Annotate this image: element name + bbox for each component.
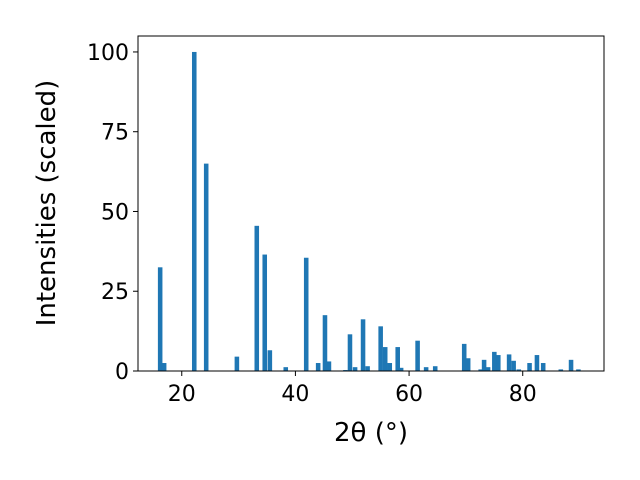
x-tick-label: 80 xyxy=(509,382,537,407)
x-tick-label: 20 xyxy=(168,382,196,407)
y-tick-label: 50 xyxy=(101,200,129,225)
bar xyxy=(315,363,321,371)
bar xyxy=(432,366,438,371)
bar xyxy=(157,267,163,371)
x-axis-label: 2θ (°) xyxy=(334,418,408,448)
bars-group xyxy=(157,51,581,371)
bar xyxy=(322,315,328,371)
bar xyxy=(415,340,420,371)
bar xyxy=(161,363,167,371)
bar xyxy=(506,354,512,371)
bar xyxy=(267,350,273,371)
bar xyxy=(485,367,491,371)
bar xyxy=(262,254,268,371)
bar xyxy=(283,367,289,371)
bar xyxy=(191,51,197,371)
bar xyxy=(203,163,209,371)
bar xyxy=(387,363,393,371)
bar xyxy=(461,343,467,371)
bar xyxy=(511,360,516,371)
bar xyxy=(382,347,388,371)
bar xyxy=(360,319,366,371)
bar xyxy=(352,367,358,371)
bar xyxy=(365,366,370,371)
y-axis-label: Intensities (scaled) xyxy=(32,80,62,327)
bar xyxy=(465,358,471,371)
y-tick-label: 75 xyxy=(101,121,129,146)
bar xyxy=(478,369,483,371)
bar xyxy=(492,351,497,371)
bar xyxy=(527,363,532,371)
bar xyxy=(481,359,487,371)
bar xyxy=(534,355,540,371)
bar xyxy=(395,347,400,371)
bar xyxy=(423,367,429,371)
bar xyxy=(568,359,574,371)
bar xyxy=(254,225,260,371)
y-tick-label: 25 xyxy=(101,280,129,305)
bar xyxy=(398,367,404,371)
bar xyxy=(576,369,581,371)
axes-group xyxy=(137,35,605,372)
bar xyxy=(496,355,501,371)
x-tick-label: 40 xyxy=(281,382,309,407)
bar xyxy=(326,361,332,371)
x-ticks-group: 20 40 60 80 xyxy=(168,371,537,407)
plot-frame xyxy=(137,35,605,372)
bar xyxy=(347,334,353,371)
y-tick-label: 100 xyxy=(87,41,129,66)
bar xyxy=(516,369,522,371)
y-ticks-group: 0 25 50 75 100 xyxy=(87,41,138,385)
y-tick-label: 0 xyxy=(115,360,129,385)
bar xyxy=(378,326,383,371)
bar xyxy=(303,257,309,371)
bar xyxy=(234,356,240,371)
x-tick-label: 60 xyxy=(395,382,423,407)
bar xyxy=(558,369,564,371)
bar xyxy=(540,363,546,371)
